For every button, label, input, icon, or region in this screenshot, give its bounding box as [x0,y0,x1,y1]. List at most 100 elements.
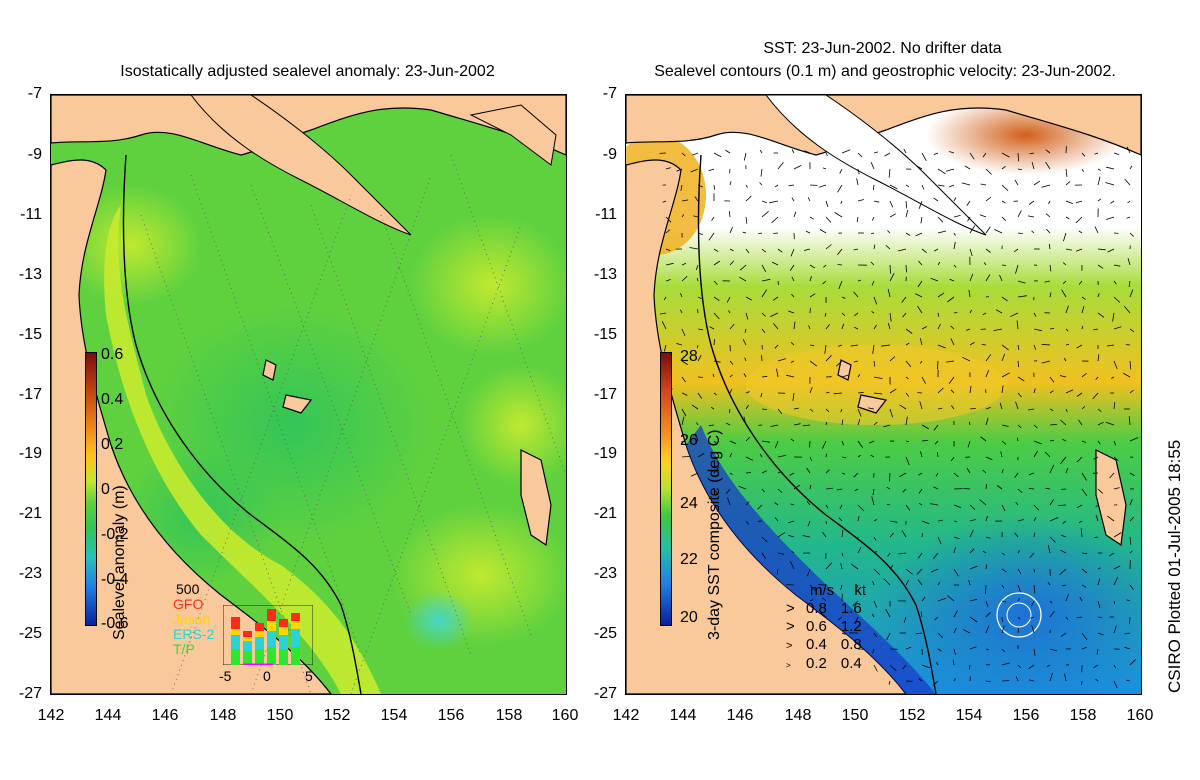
velocity-arrow [1078,520,1083,524]
velocity-arrow [850,563,859,570]
velocity-arrow [905,264,907,273]
velocity-arrow [953,241,956,250]
velocity-arrow [681,152,686,157]
velocity-arrow [840,563,843,570]
velocity-arrow [825,504,829,509]
velocity-arrow [871,613,875,618]
velocity-arrow [1129,472,1135,476]
lat-tick: -21 [593,505,617,522]
velocity-arrow [1126,216,1131,219]
velocity-arrow [774,344,779,349]
lon-tick: 146 [151,707,179,724]
velocity-arrow [1123,372,1131,378]
velocity-arrow [968,579,971,586]
velocity-arrow [1097,421,1104,426]
velocity-arrow [841,323,845,330]
velocity-arrow [1015,401,1019,410]
velocity-arrow [857,440,864,448]
legend-ms: 0.4 [806,636,827,653]
left-colorbar [85,352,97,626]
velocity-arrow [837,264,843,266]
velocity-arrow [1059,568,1067,575]
velocity-arrow [1046,228,1051,234]
velocity-arrow [777,455,787,458]
velocity-arrow [953,232,956,236]
velocity-arrow [1001,584,1005,589]
velocity-arrow [808,325,811,330]
velocity-arrow [820,612,827,618]
velocity-arrow [969,504,976,510]
velocity-arrow [969,309,972,314]
velocity-arrow [822,440,827,449]
velocity-arrow [689,247,699,250]
right-map: 3-day SST composite (deg C) 28 26 24 22 … [625,94,1142,695]
velocity-arrow [802,535,811,538]
velocity-arrow [1107,515,1115,522]
velocity-arrow [728,211,731,218]
velocity-arrow [744,357,747,362]
velocity-arrow [889,273,895,282]
velocity-arrow [809,584,817,592]
velocity-arrow [968,289,971,298]
velocity-arrow [825,324,831,330]
velocity-arrow [905,328,913,334]
velocity-arrow [873,360,876,367]
legend-ms: 0.2 [806,655,827,672]
velocity-arrow [1129,584,1134,590]
velocity-arrow [1017,295,1027,298]
lat-tick: -7 [602,85,617,102]
velocity-arrow [793,321,796,330]
velocity-arrow [742,339,747,346]
velocity-arrow [1001,440,1007,445]
velocity-arrow [1095,504,1099,508]
velocity-arrow [1014,472,1019,478]
hist-xtick: -5 [219,668,232,684]
velocity-arrow [839,504,843,510]
coral-sea-reef-2 [282,394,313,414]
velocity-arrow [1065,200,1074,205]
velocity-arrow [985,625,990,634]
legend-kt: 1.2 [840,618,862,635]
velocity-arrow [1031,230,1035,234]
velocity-arrow [1000,451,1003,458]
hist-stack-6 [291,613,300,665]
velocity-arrow [963,488,971,490]
velocity-arrow [873,632,878,638]
velocity-arrow [790,248,795,257]
velocity-arrows [659,146,1139,689]
velocity-arrow [1028,664,1035,670]
velocity-arrow [898,552,907,555]
velocity-arrow [713,248,719,253]
velocity-arrow [1049,610,1055,618]
lon-tick: 160 [1126,707,1154,724]
velocity-arrow [1017,424,1022,429]
velocity-arrow [713,184,715,190]
velocity-arrow [949,278,955,282]
velocity-arrow [739,264,747,271]
velocity-arrow [930,503,939,506]
velocity-arrow [950,325,955,330]
velocity-arrow [745,296,752,301]
velocity-arrow [1081,552,1088,555]
velocity-arrow [1078,419,1083,426]
lon-tick: 150 [266,707,294,724]
right-panel-title-1: SST: 23-Jun-2002. No drifter data [763,40,1002,57]
velocity-arrow [1041,184,1051,188]
velocity-arrow [729,360,734,365]
velocity-arrow [969,598,978,602]
velocity-arrow [676,168,683,172]
velocity-arrow [953,472,959,478]
velocity-arrow [1081,440,1087,443]
velocity-arrow [1001,568,1007,573]
satellite-legend: GFO Jason ERS-2 T/P [173,597,214,657]
velocity-arrow [1097,198,1102,202]
velocity-arrow [1060,419,1067,426]
velocity-arrow [885,244,891,250]
velocity-arrow [1113,577,1119,586]
lat-tick: -7 [27,85,42,102]
velocity-arrow [696,277,699,282]
velocity-arrow [769,200,779,204]
velocity-arrow [1113,565,1121,570]
velocity-arrow [1129,516,1135,522]
velocity-arrow [1001,552,1006,556]
